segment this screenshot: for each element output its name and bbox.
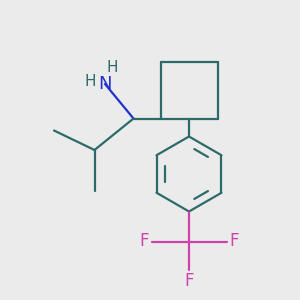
Text: H: H bbox=[84, 74, 96, 89]
Text: H: H bbox=[107, 60, 118, 75]
Text: F: F bbox=[229, 232, 239, 250]
Text: N: N bbox=[98, 75, 112, 93]
Text: F: F bbox=[184, 272, 194, 290]
Text: F: F bbox=[139, 232, 149, 250]
